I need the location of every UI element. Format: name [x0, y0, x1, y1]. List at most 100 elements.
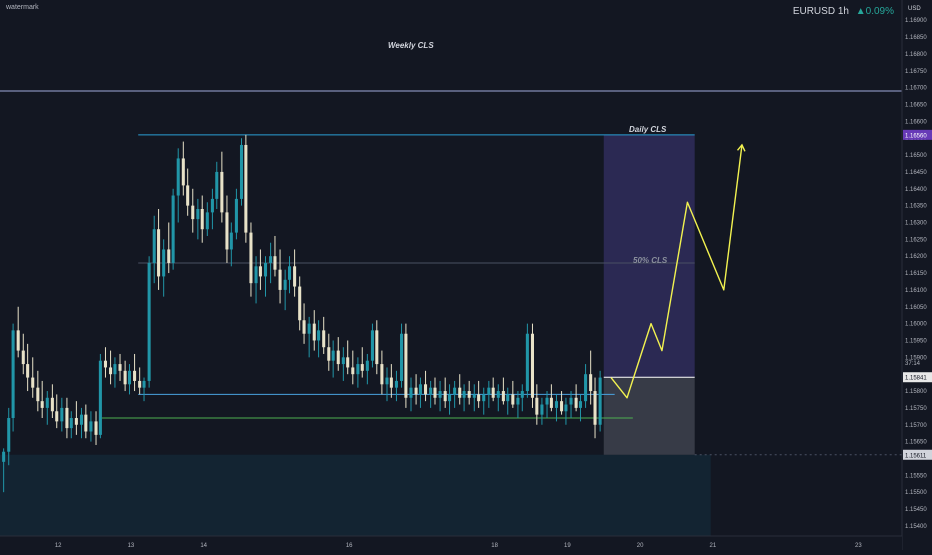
- candle-body: [50, 397, 54, 412]
- candle-body: [540, 404, 544, 415]
- candle-body: [302, 320, 306, 334]
- time-axis-bg: [0, 536, 902, 550]
- candle-body: [258, 266, 262, 277]
- candle-body: [564, 404, 568, 412]
- candle-body: [418, 384, 422, 395]
- candle-body: [520, 391, 524, 398]
- candle-body: [16, 330, 20, 351]
- candle-body: [254, 266, 258, 284]
- price-tick-label: 1.16300: [905, 220, 927, 226]
- candle-body: [298, 286, 302, 321]
- candle-body: [511, 394, 515, 405]
- candle-body: [404, 333, 408, 398]
- candle-body: [118, 364, 122, 371]
- candle-body: [21, 350, 25, 365]
- candle-body: [239, 144, 244, 199]
- price-tick-label: 1.16900: [905, 18, 927, 24]
- candle-body: [346, 357, 350, 368]
- price-tick-label: 1.16400: [905, 187, 927, 193]
- candle-body: [569, 397, 573, 405]
- candle-body: [69, 418, 73, 429]
- candle-body: [210, 198, 214, 213]
- candle-body: [598, 377, 602, 425]
- price-tick-label: 1.16800: [905, 52, 927, 58]
- symbol-name: EURUSD: [792, 6, 836, 17]
- projection-layer: [610, 143, 746, 399]
- price-tick-label: 1.16150: [905, 271, 927, 277]
- candle-body: [448, 394, 452, 402]
- price-tick-label: 1.16350: [905, 204, 927, 210]
- projection-path: [610, 144, 743, 399]
- candle-body: [341, 357, 345, 365]
- price-tick-label: 1.16050: [905, 305, 927, 311]
- price-tick-label: 1.15700: [905, 423, 927, 429]
- candle-body: [530, 333, 534, 398]
- candle-body: [11, 330, 15, 419]
- candle-body: [263, 262, 268, 277]
- candle-body: [181, 158, 185, 186]
- candle-body: [312, 323, 316, 341]
- candle-body: [133, 370, 137, 381]
- watermark: watermark: [6, 4, 39, 11]
- candle-body: [438, 391, 442, 398]
- candle-body: [269, 256, 273, 263]
- candle-body: [138, 380, 142, 388]
- candle-body: [171, 195, 175, 263]
- price-tick-label: 1.16100: [905, 288, 927, 294]
- current-price-tag-bg: [903, 372, 932, 383]
- symbol-header[interactable]: EURUSD 1h ▲0.09%: [793, 6, 894, 17]
- candle-body: [89, 421, 93, 432]
- candle-body: [273, 256, 277, 270]
- candle-body: [196, 209, 200, 220]
- countdown-label: 37:14: [905, 361, 921, 367]
- price-tick-label: 1.16700: [905, 86, 927, 92]
- price-tick-label: 1.15450: [905, 507, 927, 513]
- candle-body: [443, 391, 447, 402]
- price-tick-label: 1.16750: [905, 69, 927, 75]
- time-tick-label: 18: [491, 543, 498, 549]
- price-tick-label: 1.15800: [905, 389, 927, 395]
- candle-body: [249, 232, 253, 284]
- candle-body: [482, 394, 486, 402]
- candle-body: [293, 266, 297, 287]
- price-tick-label: 1.15500: [905, 490, 927, 496]
- candle-body: [370, 330, 374, 361]
- candle-body: [45, 397, 49, 408]
- candle-body: [356, 364, 360, 375]
- candle-body: [307, 323, 311, 334]
- candle-body: [584, 374, 588, 402]
- candle-body: [467, 391, 471, 398]
- price-axis: USD 1.16900 1.16850 1.16800 1.16750 1.16700 1.…: [901, 0, 932, 550]
- candle-body: [191, 205, 195, 220]
- candle-body: [501, 391, 505, 402]
- candle-body: [593, 391, 597, 425]
- time-tick-label: 13: [128, 543, 135, 549]
- time-tick-label: 14: [200, 543, 207, 549]
- candle-body: [200, 209, 204, 230]
- candle-body: [549, 397, 553, 408]
- candle-body: [385, 377, 389, 385]
- candle-body: [535, 397, 539, 415]
- candle-body: [127, 370, 132, 385]
- candle-body: [176, 158, 180, 196]
- price-tick-label: 1.15650: [905, 440, 927, 446]
- marker-price-tag: 1.15611: [905, 453, 927, 459]
- candle-body: [65, 407, 69, 429]
- candle-body: [167, 249, 171, 263]
- price-tick-label: 1.15400: [905, 524, 927, 530]
- time-tick-label: 12: [55, 543, 62, 549]
- candle-body: [589, 374, 593, 392]
- price-tick-label: 1.16650: [905, 103, 927, 109]
- candle-body: [220, 171, 224, 213]
- daily-cls-label: Daily CLS: [629, 125, 667, 134]
- target-zone: [603, 134, 695, 378]
- time-tick-label: 19: [564, 543, 571, 549]
- candle-body: [103, 360, 108, 368]
- price-tick-label: 1.16450: [905, 170, 927, 176]
- daily-price-tag: 1.16560: [905, 133, 927, 139]
- candles-layer: [2, 134, 602, 493]
- candle-body: [351, 367, 355, 375]
- candle-body: [152, 229, 156, 263]
